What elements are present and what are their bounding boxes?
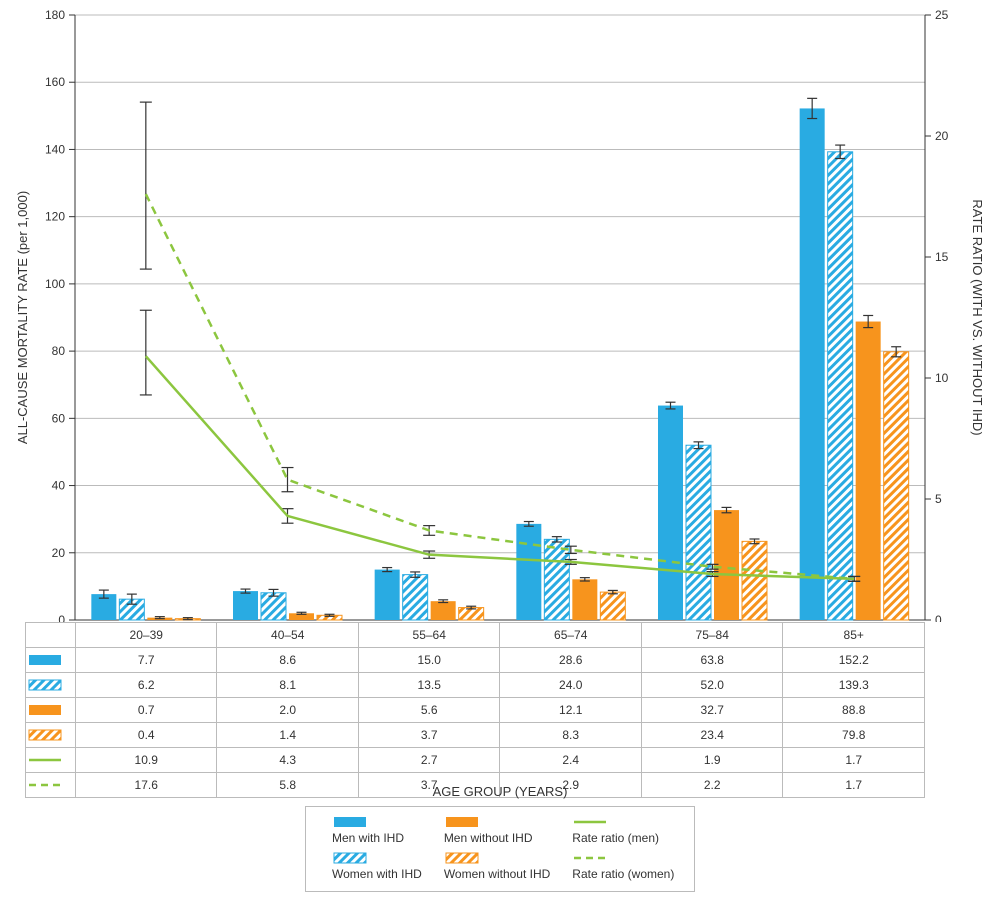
line-rate_ratio_women (146, 194, 854, 579)
svg-text:60: 60 (52, 411, 66, 425)
bar-men_with_ihd (516, 524, 541, 620)
table-cell: 63.8 (641, 648, 783, 673)
bar-women_without_ihd (600, 592, 625, 620)
svg-text:15: 15 (935, 250, 949, 264)
x-category: 85+ (783, 623, 925, 648)
bar-men_without_ihd (572, 579, 597, 620)
svg-text:80: 80 (52, 344, 66, 358)
table-cell: 0.4 (75, 723, 217, 748)
table-cell: 23.4 (641, 723, 783, 748)
svg-text:40: 40 (52, 479, 66, 493)
bar-men_with_ihd (233, 591, 258, 620)
bar-women_with_ihd (261, 593, 286, 620)
table-header-row: 20–3940–5455–6465–7475–8485+ (26, 623, 925, 648)
svg-text:20: 20 (52, 546, 66, 560)
table-cell: 79.8 (783, 723, 925, 748)
table-cell: 8.6 (217, 648, 358, 673)
table-cell: 2.4 (500, 748, 642, 773)
legend: Men with IHD Men without IHD Rate ratio … (305, 806, 695, 892)
x-category: 55–64 (358, 623, 500, 648)
bar-women_with_ihd (544, 539, 569, 620)
bar-women_with_ihd (403, 575, 428, 620)
bar-men_without_ihd (714, 510, 739, 620)
svg-text:10: 10 (935, 371, 949, 385)
bar-women_with_ihd (686, 445, 711, 620)
table-cell: 1.4 (217, 723, 358, 748)
legend-label: Women with IHD (332, 867, 422, 881)
table-cell: 10.9 (75, 748, 217, 773)
x-axis-label: AGE GROUP (YEARS) (75, 784, 925, 799)
table-cell: 1.9 (641, 748, 783, 773)
table-cell: 24.0 (500, 673, 642, 698)
table-cell: 1.7 (783, 748, 925, 773)
legend-label: Men with IHD (332, 831, 404, 845)
table-cell: 28.6 (500, 648, 642, 673)
bar-women_without_ihd (884, 352, 909, 620)
table-row-rate_ratio_men: 10.94.32.72.41.91.7 (26, 748, 925, 773)
bar-men_with_ihd (375, 570, 400, 620)
table-cell: 32.7 (641, 698, 783, 723)
table-cell: 8.1 (217, 673, 358, 698)
svg-text:140: 140 (45, 142, 65, 156)
table-cell: 8.3 (500, 723, 642, 748)
svg-text:0: 0 (935, 613, 942, 622)
table-row-women_with_ihd: 6.28.113.524.052.0139.3 (26, 673, 925, 698)
bar-men_with_ihd (658, 406, 683, 620)
x-category: 20–39 (75, 623, 217, 648)
svg-text:5: 5 (935, 492, 942, 506)
svg-text:20: 20 (935, 129, 949, 143)
legend-label: Women without IHD (444, 867, 550, 881)
table-row-men_without_ihd: 0.72.05.612.132.788.8 (26, 698, 925, 723)
svg-text:160: 160 (45, 75, 65, 89)
table-cell: 12.1 (500, 698, 642, 723)
table-cell: 2.0 (217, 698, 358, 723)
table-cell: 3.7 (358, 723, 500, 748)
x-category: 40–54 (217, 623, 358, 648)
bar-women_with_ihd (828, 152, 853, 620)
chart-root: 0 20 40 60 80 100 120 140 160 180 0 5 10 15 20 25 ALL-CA… (0, 0, 982, 920)
svg-text:100: 100 (45, 277, 65, 291)
svg-text:25: 25 (935, 8, 949, 22)
table-row-women_without_ihd: 0.41.43.78.323.479.8 (26, 723, 925, 748)
bar-men_without_ihd (431, 601, 456, 620)
legend-label: Rate ratio (women) (572, 867, 674, 881)
table-cell: 7.7 (75, 648, 217, 673)
table-cell: 5.6 (358, 698, 500, 723)
table-row-men_with_ihd: 7.78.615.028.663.8152.2 (26, 648, 925, 673)
table-cell: 13.5 (358, 673, 500, 698)
x-category: 65–74 (500, 623, 642, 648)
svg-text:180: 180 (45, 8, 65, 22)
table-cell: 4.3 (217, 748, 358, 773)
bar-men_without_ihd (856, 322, 881, 620)
table-cell: 2.7 (358, 748, 500, 773)
table-cell: 88.8 (783, 698, 925, 723)
plot-area: 0 20 40 60 80 100 120 140 160 180 0 5 10 15 20 25 ALL-CA… (15, 8, 982, 622)
svg-text:ALL-CAUSE MORTALITY RATE (per: ALL-CAUSE MORTALITY RATE (per 1,000) (15, 191, 30, 444)
bar-women_without_ihd (742, 541, 767, 620)
svg-text:RATE RATIO (WITH VS. WITHOUT I: RATE RATIO (WITH VS. WITHOUT IHD) (970, 199, 982, 435)
data-table-wrap: 20–3940–5455–6465–7475–8485+7.78.615.028… (25, 622, 925, 798)
table-cell: 0.7 (75, 698, 217, 723)
svg-text:0: 0 (58, 613, 65, 622)
table-cell: 6.2 (75, 673, 217, 698)
table-cell: 52.0 (641, 673, 783, 698)
table-cell: 15.0 (358, 648, 500, 673)
chart-svg: 0 20 40 60 80 100 120 140 160 180 0 5 10 15 20 25 ALL-CA… (0, 0, 982, 622)
bar-men_with_ihd (800, 108, 825, 620)
table-cell: 139.3 (783, 673, 925, 698)
table-cell: 152.2 (783, 648, 925, 673)
x-category: 75–84 (641, 623, 783, 648)
legend-label: Rate ratio (men) (572, 831, 659, 845)
legend-label: Men without IHD (444, 831, 533, 845)
svg-text:120: 120 (45, 210, 65, 224)
